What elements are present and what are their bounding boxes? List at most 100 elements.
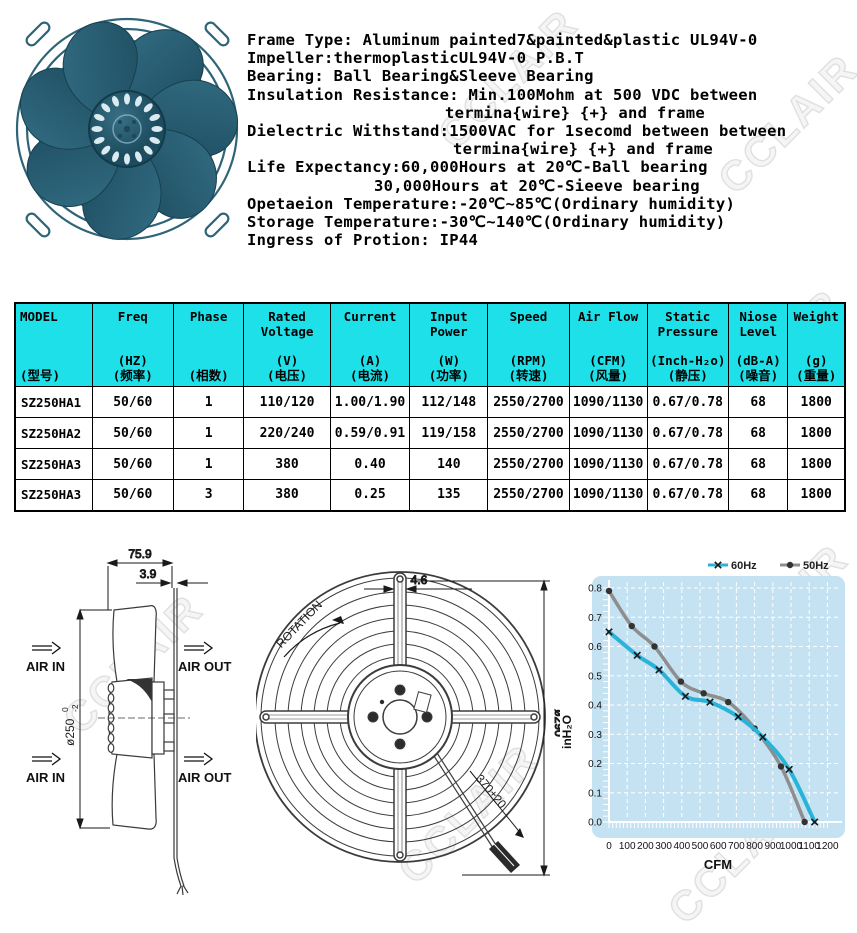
x-tick-label: 1000: [780, 841, 803, 852]
x-tick-label: 100: [619, 841, 636, 852]
col-header-current: Current (A) (电流): [329, 302, 411, 387]
spec-line: Life Expectancy:60,000Hours at 20℃-Ball …: [247, 158, 708, 177]
svg-text:50Hz: 50Hz: [803, 560, 829, 572]
airflow-labels: AIR IN AIR IN AIR OUT AIR OUT: [26, 641, 232, 785]
cell: 0.40: [329, 448, 411, 480]
x-tick-label: 1100: [798, 841, 820, 852]
svg-text:-2: -2: [70, 704, 80, 712]
cell: 1: [172, 417, 245, 449]
power-cable: [173, 857, 189, 896]
spec-line: Insulation Resistance: Min.100Mohm at 50…: [247, 85, 758, 104]
cell: 50/60: [91, 417, 174, 449]
y-tick-label: 0.0: [588, 818, 602, 829]
cell: 1800: [787, 417, 846, 449]
y-tick-label: 0.3: [588, 730, 602, 741]
y-tick-label: 0.8: [588, 584, 602, 595]
cell: 0.67/0.78: [646, 479, 729, 511]
cable-leadout: 370±20: [433, 752, 524, 873]
spec-line: Storage Temperature:-30℃~140℃(Ordinary h…: [247, 213, 726, 232]
spec-line: Dielectric Withstand:1500VAC for 1secomd…: [247, 122, 787, 141]
series-50Hz: [605, 587, 808, 826]
col-header-freq: Freq (HZ) (频率): [91, 302, 174, 387]
y-axis-title: inH₂O: [560, 715, 574, 749]
cable-length-label: 370±20: [473, 772, 510, 812]
spec-text-block: Frame Type: Aluminum painted7&painted&pl…: [247, 31, 857, 249]
col-header-air-flow: Air Flow (CFM) (风量): [568, 302, 648, 387]
spec-line: termina{wire} {+} and frame: [445, 103, 706, 122]
hub-front: [347, 664, 453, 770]
x-tick-label: 300: [655, 841, 672, 852]
cell: 0.59/0.91: [329, 417, 411, 449]
col-header-speed: Speed (RPM) (转速): [487, 302, 570, 387]
cell: 68: [727, 479, 789, 511]
x-tick-label: 0: [606, 841, 612, 852]
fan-product-photo: [12, 7, 245, 253]
cell: 380: [243, 479, 331, 511]
y-tick-label: 0.1: [588, 788, 602, 799]
air-in-label: AIR IN: [26, 770, 65, 785]
cell-model: SZ250HA3: [14, 479, 93, 511]
y-tick-label: 0.5: [588, 671, 602, 682]
cell: 380: [243, 448, 331, 480]
spec-line: Opetaeion Temperature:-20℃~85℃(Ordinary …: [247, 194, 736, 213]
side-view-drawing: 75.9 3.9 ø250 0 -2: [26, 547, 232, 896]
cell: 0.67/0.78: [646, 448, 729, 480]
y-tick-label: 0.4: [588, 701, 602, 712]
svg-text:ø290: ø290: [552, 709, 560, 737]
cell: 112/148: [409, 386, 489, 418]
cell: 135: [409, 479, 489, 511]
cell: 50/60: [91, 386, 174, 418]
air-out-label: AIR OUT: [178, 770, 232, 785]
cell: 1: [172, 386, 245, 418]
x-tick-label: 600: [710, 841, 727, 852]
cell: 1800: [787, 479, 846, 511]
col-header-weight: Weight (g) (重量): [787, 302, 846, 387]
x-axis-title: CFM: [704, 857, 732, 872]
series-60Hz: [605, 628, 819, 826]
x-tick-label: 1200: [816, 841, 839, 852]
table-row: SZ250HA1 50/60 1 110/120 1.00/1.90 112/1…: [14, 386, 846, 418]
dim-diameter-290: ø290: [410, 579, 560, 877]
performance-chart: 0 100 200 300 400 500 600 700 800 900100011001200…: [560, 560, 845, 872]
cell: 119/158: [409, 417, 489, 449]
dim-diameter-250: ø250 0 -2: [60, 608, 112, 830]
col-header-model: MODEL (型号): [14, 302, 93, 387]
x-tick-label: 900: [764, 841, 781, 852]
y-tick-label: 0.2: [588, 759, 602, 770]
x-tick-label: 700: [728, 841, 745, 852]
cell: 1090/1130: [568, 417, 648, 449]
cell: 0.67/0.78: [646, 417, 729, 449]
cell: 220/240: [243, 417, 331, 449]
cell: 2550/2700: [487, 417, 570, 449]
x-tick-label: 200: [637, 841, 654, 852]
col-header-phase: Phase (相数): [172, 302, 245, 387]
cell: 68: [727, 417, 789, 449]
cell: 1090/1130: [568, 386, 648, 418]
dim-plate-thickness: 3.9: [136, 567, 208, 587]
x-tick-label: 400: [673, 841, 690, 852]
svg-text:3.9: 3.9: [140, 567, 157, 581]
legend-item-60Hz: 60Hz: [708, 560, 757, 572]
svg-text:0: 0: [60, 707, 70, 712]
spec-line: 30,000Hours at 20℃-Sieeve bearing: [374, 176, 700, 195]
dim-depth: 75.9: [106, 547, 174, 610]
cell-model: SZ250HA3: [14, 448, 93, 480]
svg-text:75.9: 75.9: [128, 547, 152, 561]
cell: 1090/1130: [568, 479, 648, 511]
cell: 50/60: [91, 479, 174, 511]
spec-line: termina{wire} {+} and frame: [453, 140, 714, 159]
cell: 0.67/0.78: [646, 386, 729, 418]
col-header-rated-voltage: Rated Voltage (V) (电压): [243, 302, 331, 387]
spec-line: Frame Type: Aluminum painted7&painted&pl…: [247, 31, 758, 49]
col-header-input-power: Input Power (W) (功率): [409, 302, 489, 387]
air-in-label: AIR IN: [26, 659, 65, 674]
dim-bar-width: 4.6: [364, 573, 472, 593]
cell: 68: [727, 386, 789, 418]
spec-line: Impeller:thermoplasticUL94V-0 P.B.T: [247, 49, 585, 68]
cell: 110/120: [243, 386, 331, 418]
table-header-row: MODEL (型号) Freq (HZ) (频率) Phase (相数) Rated V…: [14, 302, 846, 387]
col-header-noise-level: Niose Level (dB-A) (噪音): [727, 302, 789, 387]
svg-text:4.6: 4.6: [411, 573, 428, 587]
cell-model: SZ250HA1: [14, 386, 93, 418]
cell: 2550/2700: [487, 386, 570, 418]
